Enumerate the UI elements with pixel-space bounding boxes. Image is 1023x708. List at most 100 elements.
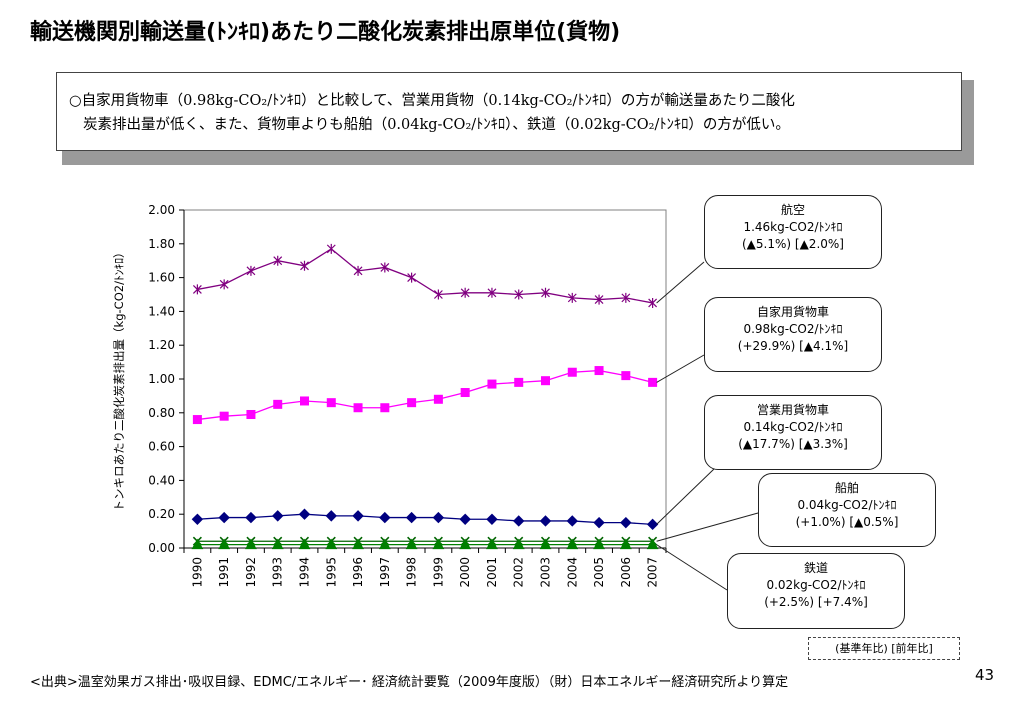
data-point-s4-15 — [593, 538, 605, 550]
callout-ship-value: 0.04kg-CO2/ﾄﾝｷﾛ — [797, 498, 897, 512]
y-tick-label: 0.60 — [148, 440, 175, 454]
data-point-s0-4 — [300, 260, 309, 271]
callout-air-value: 1.46kg-CO2/ﾄﾝｷﾛ — [743, 220, 843, 234]
x-tick-label: 2001 — [485, 557, 499, 588]
y-tick-label: 1.20 — [148, 338, 175, 352]
data-point-s4-3 — [271, 538, 284, 550]
data-point-s4-5 — [325, 538, 338, 550]
data-point-s0-12 — [514, 289, 524, 300]
data-point-s4-14 — [566, 538, 579, 550]
data-point-s2-16 — [620, 516, 632, 529]
data-point-s4-10 — [459, 538, 472, 550]
y-tick-label: 0.20 — [148, 507, 175, 521]
data-point-s1-16 — [621, 371, 631, 381]
data-point-s2-2 — [245, 511, 257, 524]
y-tick-label: 0.40 — [148, 473, 175, 487]
source-note: <出典>温室効果ガス排出･吸収目録、EDMC/エネルギー･ 経済統計要覧（200… — [30, 675, 789, 690]
x-tick-label: 2003 — [539, 557, 553, 588]
legend-note: (基準年比) [前年比] — [808, 637, 960, 660]
y-tick-label: 2.00 — [148, 203, 175, 217]
data-point-s1-2 — [246, 409, 256, 419]
y-axis-label: トンキロあたり二酸化炭素排出量（kg-CO2/ﾄﾝｷﾛ） — [112, 247, 126, 512]
data-point-s1-9 — [433, 394, 443, 404]
data-point-s2-5 — [325, 510, 337, 522]
plot-area — [183, 209, 667, 549]
callout-commercial-truck-name: 営業用貨物車 — [756, 403, 829, 417]
callout-pointer-4 — [656, 544, 728, 591]
callout-pointer-1 — [656, 354, 705, 383]
data-point-s1-10 — [460, 388, 470, 398]
x-tick-label: 2006 — [619, 557, 633, 588]
data-point-s2-11 — [486, 513, 498, 525]
data-point-s1-5 — [326, 398, 336, 408]
data-point-s4-9 — [432, 538, 445, 550]
callout-rail-change: (+2.5%) [+7.4%] — [764, 595, 868, 609]
callout-private-truck-name: 自家用貨物車 — [756, 305, 829, 319]
data-point-s0-16 — [621, 292, 631, 303]
x-tick-label: 1990 — [190, 557, 204, 588]
summary-line-1: ○自家用貨物車（0.98kg-CO₂/ﾄﾝｷﾛ）と比較して、営業用貨物（0.14… — [69, 93, 795, 109]
x-tick-label: 1994 — [298, 557, 312, 588]
x-tick-label: 1992 — [244, 557, 258, 588]
data-point-s1-0 — [192, 415, 202, 425]
x-tick-label: 2000 — [458, 557, 472, 588]
x-tick-label: 1999 — [431, 557, 445, 588]
callout-pointer-0 — [656, 261, 705, 304]
data-point-s0-11 — [487, 287, 497, 298]
data-point-s2-12 — [513, 515, 525, 527]
data-point-s1-11 — [487, 379, 497, 389]
data-point-s0-1 — [219, 279, 229, 290]
series-line-2 — [197, 513, 653, 525]
data-point-s2-4 — [298, 508, 311, 520]
callout-commercial-truck-change: (▲17.7%) [▲3.3%] — [738, 437, 848, 451]
x-tick-label: 1993 — [271, 557, 285, 588]
data-point-s0-7 — [380, 262, 390, 273]
data-point-s1-7 — [380, 403, 390, 413]
data-point-s4-12 — [512, 538, 525, 550]
y-tick-label: 1.60 — [148, 271, 175, 285]
data-point-s0-8 — [407, 272, 417, 283]
callout-air-name: 航空 — [780, 203, 805, 217]
x-tick-label: 1998 — [405, 557, 419, 588]
series-line-0 — [197, 248, 653, 304]
data-point-s0-15 — [594, 294, 604, 305]
data-point-s0-13 — [541, 287, 550, 298]
series-line-1 — [197, 369, 653, 421]
data-point-s1-17 — [648, 377, 658, 387]
data-point-s0-3 — [273, 255, 283, 266]
x-tick-label: 2004 — [565, 557, 579, 588]
data-point-s2-13 — [539, 515, 552, 527]
x-tick-label: 2002 — [512, 557, 526, 588]
data-point-s1-12 — [514, 377, 524, 387]
data-point-s4-7 — [378, 538, 391, 550]
data-point-s1-15 — [594, 366, 604, 376]
data-point-s2-1 — [218, 511, 230, 524]
callout-ship-change: (+1.0%) [▲0.5%] — [795, 515, 899, 529]
x-tick-label: 2007 — [646, 557, 660, 588]
data-point-s2-17 — [646, 518, 659, 531]
data-point-s2-14 — [566, 515, 578, 527]
page-title: 輸送機関別輸送量(ﾄﾝｷﾛ)あたり二酸化炭素排出原単位(貨物) — [30, 20, 621, 45]
data-point-s0-9 — [433, 289, 443, 300]
data-point-s0-2 — [246, 265, 256, 276]
data-point-s4-13 — [539, 538, 552, 550]
data-point-s4-17 — [646, 538, 659, 550]
data-point-s1-3 — [273, 399, 283, 409]
data-point-s4-8 — [405, 538, 418, 550]
callout-private-truck: 自家用貨物車 0.98kg-CO2/ﾄﾝｷﾛ (+29.9%) [▲4.1%] — [704, 297, 882, 372]
callout-commercial-truck: 営業用貨物車 0.14kg-CO2/ﾄﾝｷﾛ (▲17.7%) [▲3.3%] — [704, 395, 882, 470]
y-tick-label: 0.00 — [148, 541, 175, 555]
callout-air-change: (▲5.1%) [▲2.0%] — [742, 237, 844, 251]
y-tick-label: 1.40 — [148, 304, 175, 318]
data-point-s0-5 — [326, 243, 336, 254]
x-tick-label: 2005 — [592, 557, 606, 588]
data-point-s2-3 — [272, 510, 284, 522]
callout-air: 航空 1.46kg-CO2/ﾄﾝｷﾛ (▲5.1%) [▲2.0%] — [704, 195, 882, 269]
data-point-s2-9 — [432, 511, 445, 524]
data-point-s0-0 — [192, 284, 202, 295]
callout-private-truck-value: 0.98kg-CO2/ﾄﾝｷﾛ — [743, 322, 843, 336]
x-tick-label: 1991 — [217, 557, 231, 588]
data-point-s1-6 — [353, 403, 363, 413]
summary-box: ○自家用貨物車（0.98kg-CO₂/ﾄﾝｷﾛ）と比較して、営業用貨物（0.14… — [56, 72, 962, 151]
summary-line-2: 炭素排出量が低く、また、貨物車よりも船舶（0.04kg-CO₂/ﾄﾝｷﾛ）、鉄道… — [83, 117, 790, 133]
